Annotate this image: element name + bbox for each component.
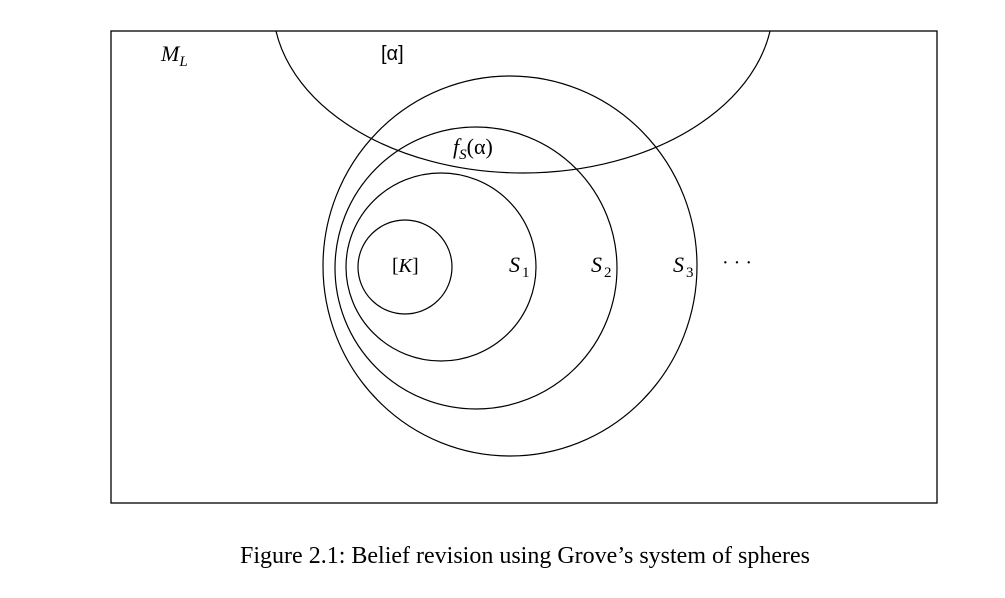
alpha-region: [275, 31, 771, 174]
sphere-s3: [322, 75, 698, 457]
sphere-s1: [345, 172, 537, 362]
alpha-label: [α]: [381, 43, 404, 65]
figure-caption: Figure 2.1: Belief revision using Grove’…: [240, 543, 810, 569]
sphere-s2: [334, 126, 618, 410]
core-sphere-k: [357, 219, 453, 315]
model-set-label: ML: [160, 41, 188, 70]
core-label: [K]: [392, 255, 419, 277]
selection-function-label: fS(α): [453, 134, 493, 163]
ellipsis-label: · · ·: [722, 252, 752, 274]
model-space-frame: [110, 30, 938, 504]
